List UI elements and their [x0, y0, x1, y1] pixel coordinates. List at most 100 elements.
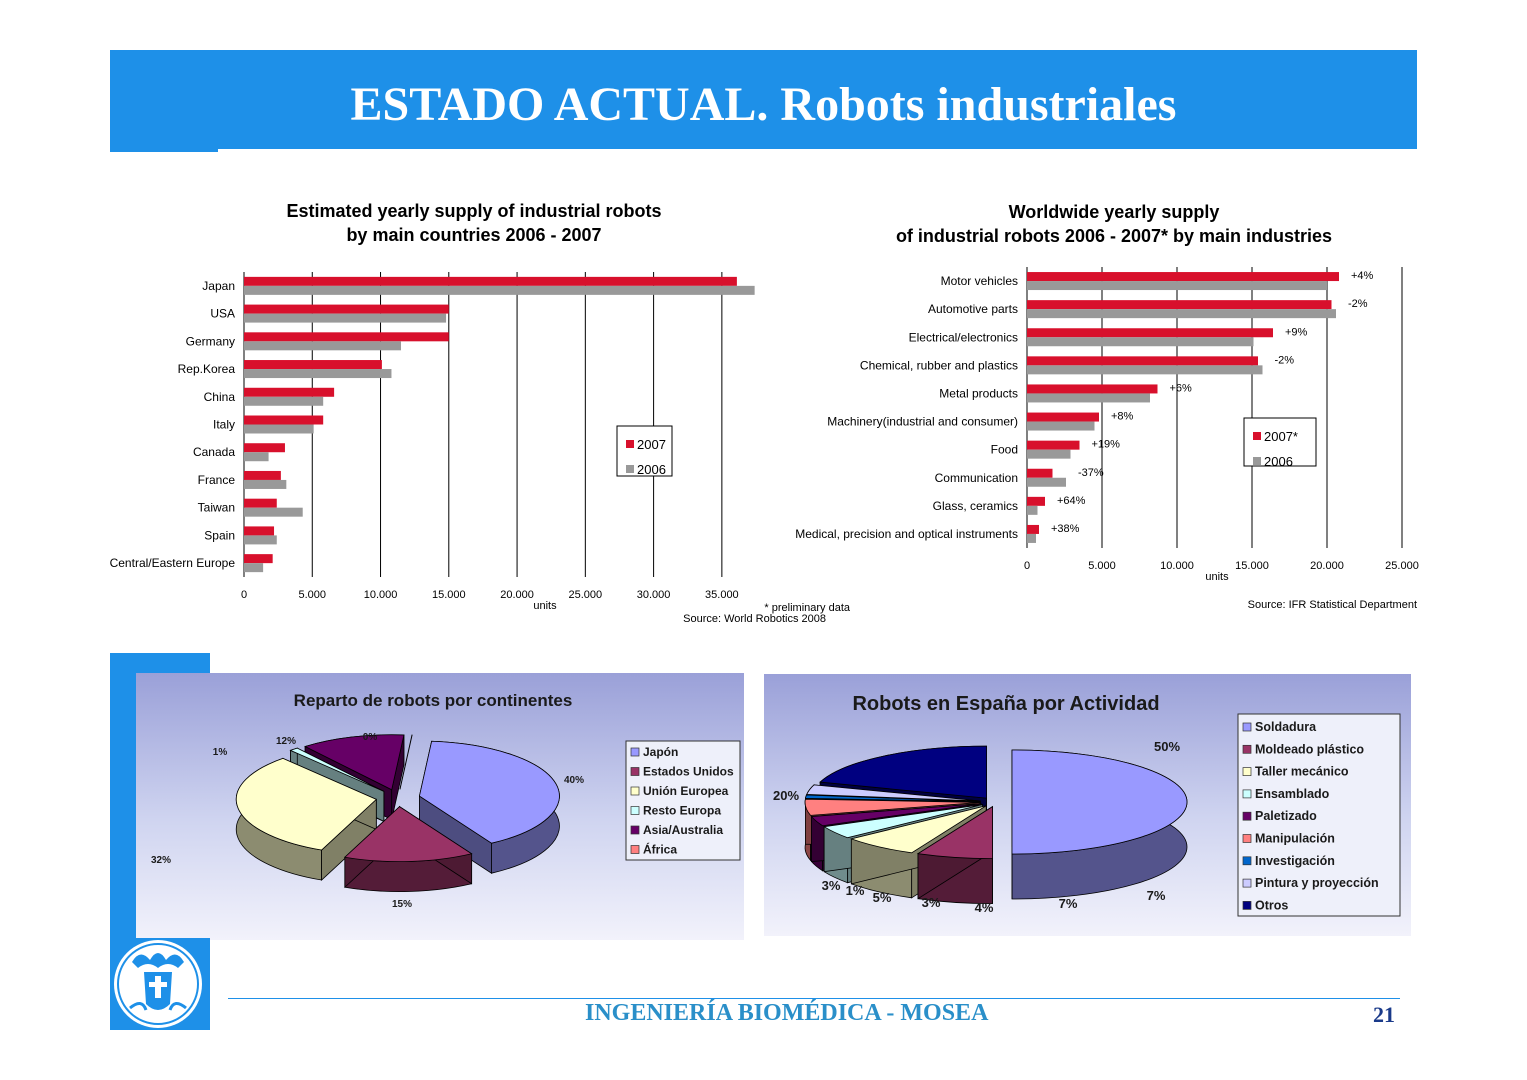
legend-swatch	[1242, 789, 1252, 799]
legend-label: Otros	[1255, 898, 1288, 912]
category-label: Rep.Korea	[178, 362, 236, 376]
chart-title: of industrial robots 2006 - 2007* by mai…	[896, 226, 1332, 246]
bar-2007	[244, 470, 281, 480]
bar-2007	[244, 332, 449, 342]
legend-swatch	[1242, 722, 1252, 732]
category-label: Japan	[202, 279, 235, 293]
legend-label: Manipulación	[1255, 832, 1335, 846]
legend-swatch	[630, 845, 640, 854]
chart-title: Worldwide yearly supply	[1009, 202, 1220, 222]
bar-2006	[244, 563, 264, 573]
chart-note: Source: IFR Statistical Department	[1248, 599, 1417, 611]
x-tick-label: 15.000	[1235, 560, 1269, 572]
pie-slice-top	[418, 740, 560, 844]
legend-label: Investigación	[1255, 854, 1335, 868]
bar-2007	[244, 304, 449, 314]
x-tick-label: 5.000	[1088, 560, 1116, 572]
pie-value-label: 3%	[922, 895, 941, 910]
legend-label: Asia/Australia	[643, 823, 723, 837]
legend-label: Taller mecánico	[1255, 765, 1349, 779]
x-tick-label: 10.000	[1160, 560, 1194, 572]
pie-slice-top	[819, 745, 987, 799]
x-tick-label: 0	[241, 589, 247, 601]
change-label: +8%	[1111, 411, 1134, 423]
bar-2007	[1027, 356, 1258, 366]
bar-2006	[1027, 365, 1263, 375]
bar-2007	[1027, 412, 1099, 422]
bar-2007	[244, 443, 285, 453]
bar-2007	[1027, 272, 1339, 282]
bar-2006	[244, 452, 269, 462]
legend-swatch	[630, 825, 640, 835]
category-label: China	[204, 390, 236, 404]
legend-label: Japón	[643, 745, 678, 759]
bar-2006	[1027, 477, 1066, 487]
legend-label: 2006	[637, 462, 666, 477]
pie-value-label: 1%	[213, 747, 228, 758]
legend-swatch	[1242, 834, 1252, 843]
pie-value-label: 20%	[773, 788, 799, 803]
legend-swatch	[626, 440, 634, 448]
legend-swatch	[630, 767, 640, 776]
change-label: -2%	[1348, 298, 1368, 310]
category-label: Glass, ceramics	[933, 499, 1018, 513]
category-label: Canada	[193, 445, 235, 459]
category-label: France	[198, 473, 236, 487]
pie-value-label: 40%	[564, 775, 584, 786]
bar-2006	[1027, 505, 1038, 515]
change-label: +9%	[1285, 326, 1308, 338]
category-label: Motor vehicles	[941, 274, 1018, 288]
legend-swatch	[630, 806, 640, 815]
bar-2006	[1027, 281, 1327, 291]
x-tick-label: 5.000	[299, 589, 327, 601]
x-tick-label: 0	[1024, 560, 1030, 572]
pie-slice-top	[399, 734, 413, 790]
pie-value-label: 7%	[1147, 888, 1166, 903]
bar-2006	[244, 313, 447, 323]
bar-2006	[1027, 533, 1036, 543]
bar-2006	[244, 285, 755, 295]
legend-swatch	[1242, 744, 1252, 754]
pie-slice-top	[804, 794, 981, 802]
bar-2006	[244, 507, 303, 517]
bar-2006	[244, 396, 324, 406]
bar-2007	[1027, 300, 1332, 310]
x-tick-label: 35.000	[705, 589, 739, 601]
bar-2007	[244, 526, 275, 536]
change-label: -37%	[1078, 467, 1104, 479]
pie-slice-top	[289, 747, 385, 792]
header-accent	[110, 149, 218, 152]
bar-2007	[1027, 328, 1273, 338]
bar-2007	[1027, 468, 1053, 478]
pie-value-label: 3%	[822, 878, 841, 893]
pie-value-label: 32%	[151, 855, 171, 866]
bar-2007	[244, 415, 324, 425]
bar-2006	[244, 479, 287, 489]
continents-pie-chart: Reparto de robots por continentes 40% 15% 3…	[136, 673, 744, 940]
chart-note: * preliminary data	[764, 602, 850, 614]
chart-title: Reparto de robots por continentes	[294, 691, 573, 710]
legend-swatch	[630, 747, 640, 757]
legend-swatch	[1253, 457, 1261, 465]
bar-2006	[244, 369, 392, 379]
bar-2007	[244, 387, 335, 397]
bar-2007	[244, 360, 382, 370]
legend-label: Paletizado	[1255, 809, 1317, 823]
pie-slice-top	[804, 798, 981, 816]
legend-swatch	[1242, 901, 1252, 910]
category-label: Medical, precision and optical instrumen…	[795, 527, 1018, 541]
legend-label: 2006	[1264, 454, 1293, 469]
footer-title: INGENIERÍA BIOMÉDICA - MOSEA	[585, 1000, 989, 1026]
change-label: +38%	[1051, 523, 1080, 535]
bar-2006	[244, 424, 314, 434]
pie-value-label: 0%	[363, 732, 378, 743]
university-seal-icon	[114, 940, 202, 1028]
legend-swatch	[1242, 811, 1252, 821]
category-label: Central/Eastern Europe	[110, 556, 236, 570]
category-label: Communication	[935, 471, 1018, 485]
pie-slice-top	[849, 805, 987, 854]
legend-label: 2007	[637, 437, 666, 452]
legend-label: Unión Europea	[643, 784, 729, 798]
change-label: +4%	[1351, 270, 1374, 282]
legend-label: África	[643, 842, 677, 857]
